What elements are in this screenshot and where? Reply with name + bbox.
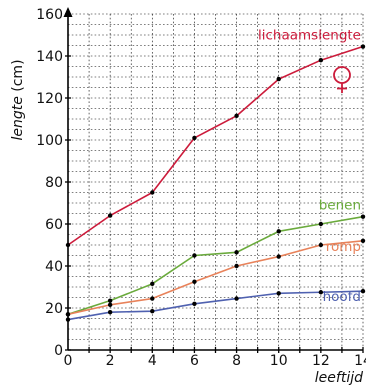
y-tick-label: 0: [54, 343, 63, 359]
y-axis-title-italic: lengte: [10, 96, 26, 140]
x-tick-label: 2: [106, 353, 115, 369]
data-point-benen: [360, 214, 366, 219]
x-tick-label: 8: [232, 353, 241, 369]
data-point-romp: [360, 238, 366, 243]
data-point-benen: [234, 250, 239, 255]
data-point-romp: [234, 263, 239, 269]
series-label-benen: benen: [319, 198, 361, 214]
y-axis-title: lengte (cm): [10, 59, 26, 140]
data-point-lichaamslengte: [150, 190, 155, 195]
data-point-romp: [276, 254, 281, 259]
y-tick-label: 100: [36, 133, 63, 149]
data-point-lichaamslengte: [107, 213, 113, 218]
y-axis-arrow: [63, 7, 73, 17]
x-tick-label: 0: [64, 353, 73, 369]
x-tick-label: 10: [270, 353, 288, 369]
data-point-lichaamslengte: [276, 76, 281, 82]
y-axis-title-unit: (cm): [10, 59, 26, 96]
female-symbol-icon: [333, 66, 351, 93]
data-point-hoofd: [107, 310, 113, 315]
y-tick-label: 40: [45, 259, 63, 275]
x-tick-label: 4: [148, 353, 157, 369]
data-point-romp: [150, 296, 155, 301]
tick-labels: 0 20 40 60 80 100 120 140 160 0 2 4 6 8 10 12 14: [36, 7, 366, 369]
data-point-benen: [192, 253, 197, 258]
data-point-lichaamslengte: [360, 44, 366, 49]
series-line-romp: [67, 240, 364, 316]
y-tick-label: 60: [45, 217, 63, 233]
data-point-benen: [276, 229, 281, 234]
series-labels: lichaamslengte benen romp hoofd: [258, 28, 361, 306]
data-point-benen: [107, 298, 113, 303]
data-point-hoofd: [192, 301, 197, 306]
y-tick-label: 20: [45, 301, 63, 317]
series-line-lichaamslengte: [67, 45, 364, 246]
data-point-hoofd: [234, 296, 239, 301]
y-tick-label: 160: [36, 7, 63, 23]
data-point-lichaamslengte: [65, 242, 71, 248]
data-point-hoofd: [360, 289, 366, 294]
data-point-romp: [107, 302, 113, 308]
data-point-hoofd: [65, 317, 71, 322]
data-point-lichaamslengte: [234, 113, 239, 119]
grid: [68, 13, 364, 350]
y-tick-label: 120: [36, 91, 63, 107]
x-tick-label: 14: [354, 353, 366, 369]
data-point-hoofd: [150, 308, 155, 314]
series-line-benen: [67, 215, 364, 316]
y-tick-label: 140: [36, 49, 63, 65]
series-line-hoofd: [67, 290, 364, 321]
series-label-hoofd: hoofd: [323, 289, 361, 305]
x-tick-label: 6: [190, 353, 199, 369]
series: [65, 44, 366, 322]
data-point-hoofd: [276, 291, 281, 296]
x-axis-title: leeftijd: [315, 370, 363, 386]
data-point-romp: [192, 279, 197, 284]
series-label-romp: romp: [326, 239, 361, 255]
data-point-benen: [318, 221, 324, 227]
data-point-romp: [318, 242, 324, 248]
data-point-romp: [65, 312, 71, 317]
x-tick-label: 12: [312, 353, 330, 369]
data-point-lichaamslengte: [318, 58, 324, 63]
series-label-lichaamslengte: lichaamslengte: [258, 28, 361, 44]
y-tick-label: 80: [45, 175, 63, 191]
axes: [63, 7, 363, 351]
data-point-benen: [150, 281, 155, 287]
data-point-hoofd: [318, 290, 324, 295]
data-point-lichaamslengte: [192, 135, 197, 141]
